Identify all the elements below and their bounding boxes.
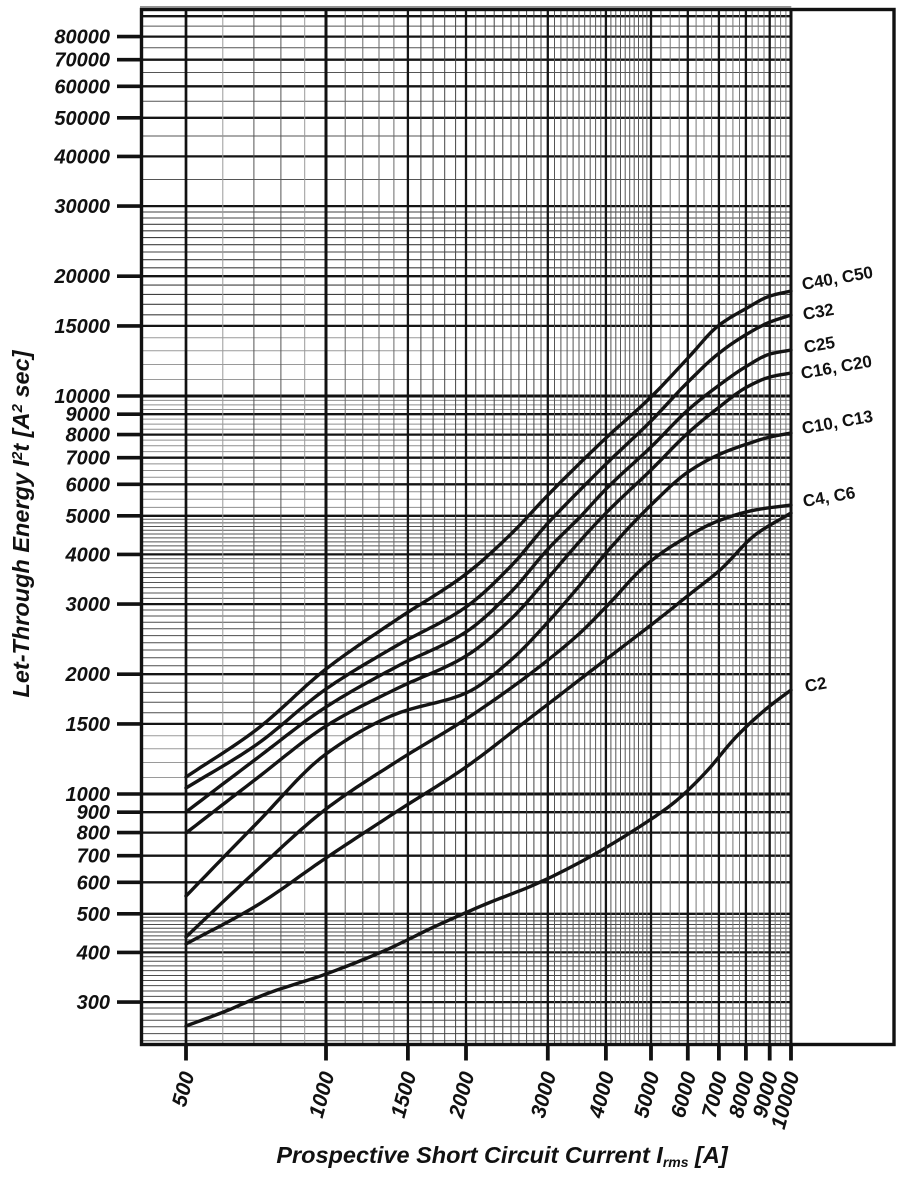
svg-text:1500: 1500 bbox=[66, 714, 111, 736]
svg-text:8000: 8000 bbox=[66, 425, 111, 447]
svg-text:500: 500 bbox=[77, 904, 110, 926]
svg-text:700: 700 bbox=[77, 846, 110, 868]
svg-text:600: 600 bbox=[77, 872, 110, 894]
svg-text:70000: 70000 bbox=[54, 50, 110, 72]
svg-text:300: 300 bbox=[77, 992, 110, 1014]
svg-text:6000: 6000 bbox=[66, 474, 111, 496]
svg-text:Let-Through Energy I2t [A2 sec: Let-Through Energy I2t [A2 sec] bbox=[8, 349, 34, 697]
svg-text:400: 400 bbox=[76, 942, 110, 964]
svg-text:4000: 4000 bbox=[65, 544, 111, 566]
svg-text:60000: 60000 bbox=[54, 76, 110, 98]
svg-text:1000: 1000 bbox=[66, 784, 111, 806]
svg-text:2000: 2000 bbox=[65, 664, 111, 686]
svg-text:Prospective Short Circuit Curr: Prospective Short Circuit Current Irms [… bbox=[276, 1142, 729, 1170]
svg-text:10000: 10000 bbox=[54, 386, 110, 408]
svg-text:3000: 3000 bbox=[66, 594, 111, 616]
svg-text:80000: 80000 bbox=[54, 27, 110, 49]
svg-text:5000: 5000 bbox=[66, 506, 111, 528]
svg-text:9000: 9000 bbox=[66, 404, 111, 426]
svg-text:40000: 40000 bbox=[53, 146, 110, 168]
svg-text:7000: 7000 bbox=[66, 448, 111, 470]
svg-text:900: 900 bbox=[77, 802, 110, 824]
svg-text:C2: C2 bbox=[803, 673, 828, 695]
svg-text:30000: 30000 bbox=[54, 196, 110, 218]
svg-text:800: 800 bbox=[77, 823, 110, 845]
svg-text:50000: 50000 bbox=[54, 108, 110, 130]
svg-text:20000: 20000 bbox=[53, 266, 110, 288]
svg-text:15000: 15000 bbox=[54, 316, 110, 338]
